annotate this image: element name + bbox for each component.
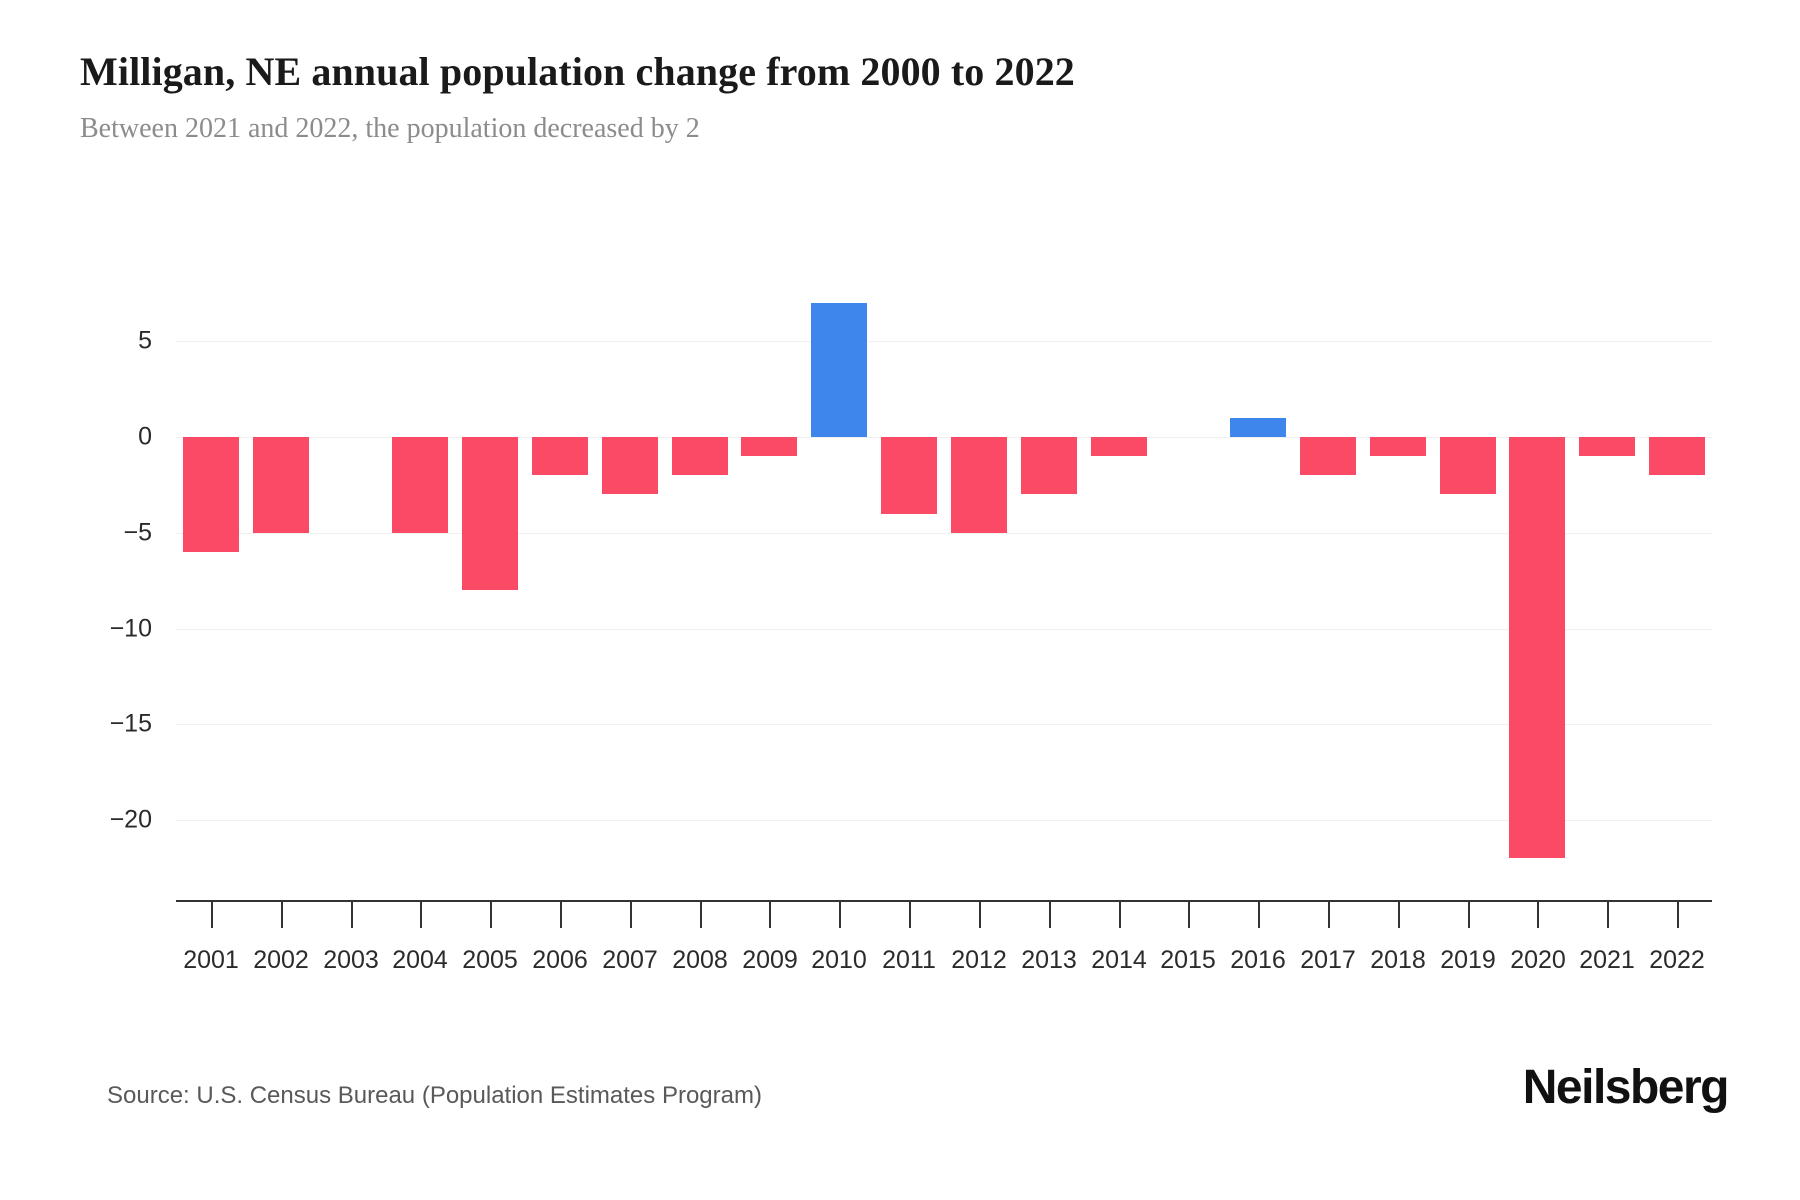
bar-2002[interactable]	[253, 437, 309, 533]
x-axis-tick-mark	[1607, 902, 1609, 928]
bar-2014[interactable]	[1091, 437, 1147, 456]
y-axis-tick-label: 5	[138, 326, 152, 355]
x-axis-tick-label: 2019	[1440, 946, 1496, 974]
x-axis-tick-label: 2012	[951, 946, 1007, 974]
x-axis-tick-label: 2001	[183, 946, 239, 974]
bar-2009[interactable]	[741, 437, 797, 456]
bar-2007[interactable]	[602, 437, 658, 494]
x-axis-tick-mark	[1188, 902, 1190, 928]
x-axis-tick-mark	[1258, 902, 1260, 928]
chart-header: Milligan, NE annual population change fr…	[80, 48, 1730, 145]
bar-2022[interactable]	[1649, 437, 1705, 475]
bar-2012[interactable]	[951, 437, 1007, 533]
x-axis-tick-label: 2009	[742, 946, 798, 974]
x-axis-tick-mark	[909, 902, 911, 928]
brand-logo: Neilsberg	[1522, 1061, 1730, 1114]
x-axis-tick-mark	[211, 902, 213, 928]
bar-2011[interactable]	[881, 437, 937, 514]
y-axis-tick-label: −5	[123, 518, 152, 547]
x-axis-tick-label: 2021	[1579, 946, 1635, 974]
y-gridline	[176, 724, 1712, 725]
y-axis-tick-label: 0	[138, 422, 152, 451]
x-axis-tick-mark	[1398, 902, 1400, 928]
bar-2013[interactable]	[1021, 437, 1077, 494]
x-axis-tick-label: 2007	[602, 946, 658, 974]
x-axis-tick-label: 2014	[1091, 946, 1147, 974]
bar-2021[interactable]	[1579, 437, 1635, 456]
x-axis-tick-label: 2011	[882, 946, 936, 974]
x-axis-tick-label: 2006	[532, 946, 588, 974]
bar-2018[interactable]	[1370, 437, 1426, 456]
bar-2020[interactable]	[1509, 437, 1565, 858]
bar-2016[interactable]	[1230, 418, 1286, 437]
x-axis-tick-mark	[560, 902, 562, 928]
bar-2017[interactable]	[1300, 437, 1356, 475]
y-axis-tick-label: −20	[109, 805, 152, 834]
x-axis-tick-mark	[1537, 902, 1539, 928]
x-axis-tick-mark	[351, 902, 353, 928]
x-axis-tick-label: 2020	[1510, 946, 1566, 974]
x-axis-tick-label: 2022	[1649, 946, 1705, 974]
bar-2001[interactable]	[183, 437, 239, 552]
x-axis-tick-mark	[1677, 902, 1679, 928]
x-axis-tick-label: 2010	[811, 946, 867, 974]
y-axis-tick-label: −10	[109, 614, 152, 643]
y-gridline	[176, 629, 1712, 630]
x-axis-tick-label: 2008	[672, 946, 728, 974]
x-axis-tick-mark	[1119, 902, 1121, 928]
y-gridline	[176, 437, 1712, 438]
bar-2005[interactable]	[462, 437, 518, 590]
x-axis-tick-label: 2015	[1160, 946, 1216, 974]
bar-2019[interactable]	[1440, 437, 1496, 494]
bar-2008[interactable]	[672, 437, 728, 475]
y-gridline	[176, 820, 1712, 821]
x-axis-tick-label: 2018	[1370, 946, 1426, 974]
bar-2006[interactable]	[532, 437, 588, 475]
x-axis-tick-mark	[1468, 902, 1470, 928]
x-axis-tick-mark	[979, 902, 981, 928]
y-gridline	[176, 533, 1712, 534]
bar-2004[interactable]	[392, 437, 448, 533]
x-axis-tick-mark	[769, 902, 771, 928]
x-axis-tick-mark	[1049, 902, 1051, 928]
x-axis-tick-label: 2013	[1021, 946, 1077, 974]
page-title: Milligan, NE annual population change fr…	[80, 49, 1075, 94]
y-gridline	[176, 341, 1712, 342]
x-axis-line	[176, 900, 1712, 902]
x-axis-tick-label: 2004	[392, 946, 448, 974]
x-axis-tick-label: 2002	[253, 946, 309, 974]
bar-2010[interactable]	[811, 303, 867, 437]
y-axis-tick-label: −15	[109, 709, 152, 738]
x-axis-tick-mark	[1328, 902, 1330, 928]
x-axis-tick-label: 2017	[1300, 946, 1356, 974]
x-axis-tick-label: 2005	[462, 946, 518, 974]
source-note: Source: U.S. Census Bureau (Population E…	[107, 1082, 762, 1109]
x-axis-tick-mark	[839, 902, 841, 928]
x-axis-tick-mark	[490, 902, 492, 928]
x-axis-tick-label: 2003	[323, 946, 379, 974]
x-axis-tick-mark	[420, 902, 422, 928]
x-axis-tick-mark	[281, 902, 283, 928]
x-axis-tick-label: 2016	[1230, 946, 1286, 974]
x-axis-tick-mark	[700, 902, 702, 928]
x-axis-tick-mark	[630, 902, 632, 928]
chart-subtitle: Between 2021 and 2022, the population de…	[80, 113, 700, 144]
